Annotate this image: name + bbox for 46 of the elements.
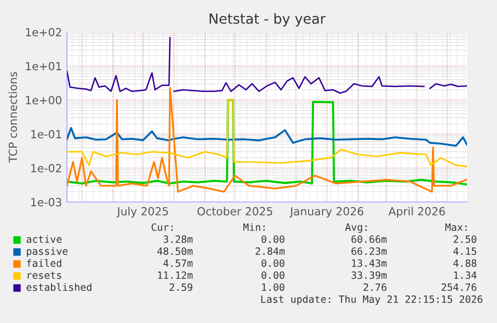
text: 0.00 (262, 271, 284, 279)
text: Min: (243, 223, 265, 231)
text: 1.00 (262, 283, 284, 291)
text: 3.28m (164, 235, 193, 243)
x-tick-label: January 2026 (289, 207, 364, 218)
text: 48.50m (157, 247, 193, 255)
text: 2.76 (364, 283, 386, 291)
y-tick-label: 1e-01 (31, 130, 62, 138)
legend-label: passive (26, 247, 68, 257)
text: Max: (445, 223, 467, 231)
legend-label: active (26, 235, 62, 243)
line-series (67, 99, 467, 168)
y-axis-title: TCP connections (8, 72, 18, 163)
y-tick-label: 1e-03 (31, 198, 62, 206)
text: 33.39m (352, 271, 387, 279)
line-series (67, 127, 467, 147)
line-series (67, 98, 467, 186)
x-tick-label: October 2025 (197, 206, 272, 216)
text: 2.84m (256, 247, 285, 255)
x-tick-label: April 2026 (388, 206, 445, 218)
x-tick-label: July 2025 (116, 206, 168, 218)
line-series (67, 86, 467, 193)
text: 66.23m (352, 247, 387, 255)
text: 2.59 (170, 283, 192, 291)
text: Last update: Thu May 21 22:15:15 2026 (261, 295, 482, 305)
text: 254.76 (442, 283, 476, 291)
y-tick-label: 1e-02 (31, 164, 62, 172)
y-tick-label: 1e+00 (26, 96, 62, 104)
text: 4.57m (163, 259, 193, 267)
text: Cur: (152, 223, 173, 231)
legend-label: resets (28, 272, 62, 279)
legend-label: established (26, 283, 92, 291)
text: 11.12m (158, 271, 193, 279)
text: 4.15 (453, 247, 476, 255)
text: 1.34 (454, 271, 477, 279)
text: 0.00 (262, 235, 284, 243)
text: 13.43m (352, 259, 387, 267)
text: 0.00 (262, 259, 284, 267)
text: 4.88 (453, 259, 476, 267)
legend-label: failed (26, 259, 62, 267)
y-tick-label: 1e+01 (26, 62, 62, 70)
text: 60.66m (352, 235, 387, 243)
text: Avg: (345, 223, 367, 233)
text: 2.50 (454, 235, 476, 243)
y-tick-label: 1e+02 (26, 28, 62, 36)
chart-title: Netstat - by year (210, 13, 326, 27)
